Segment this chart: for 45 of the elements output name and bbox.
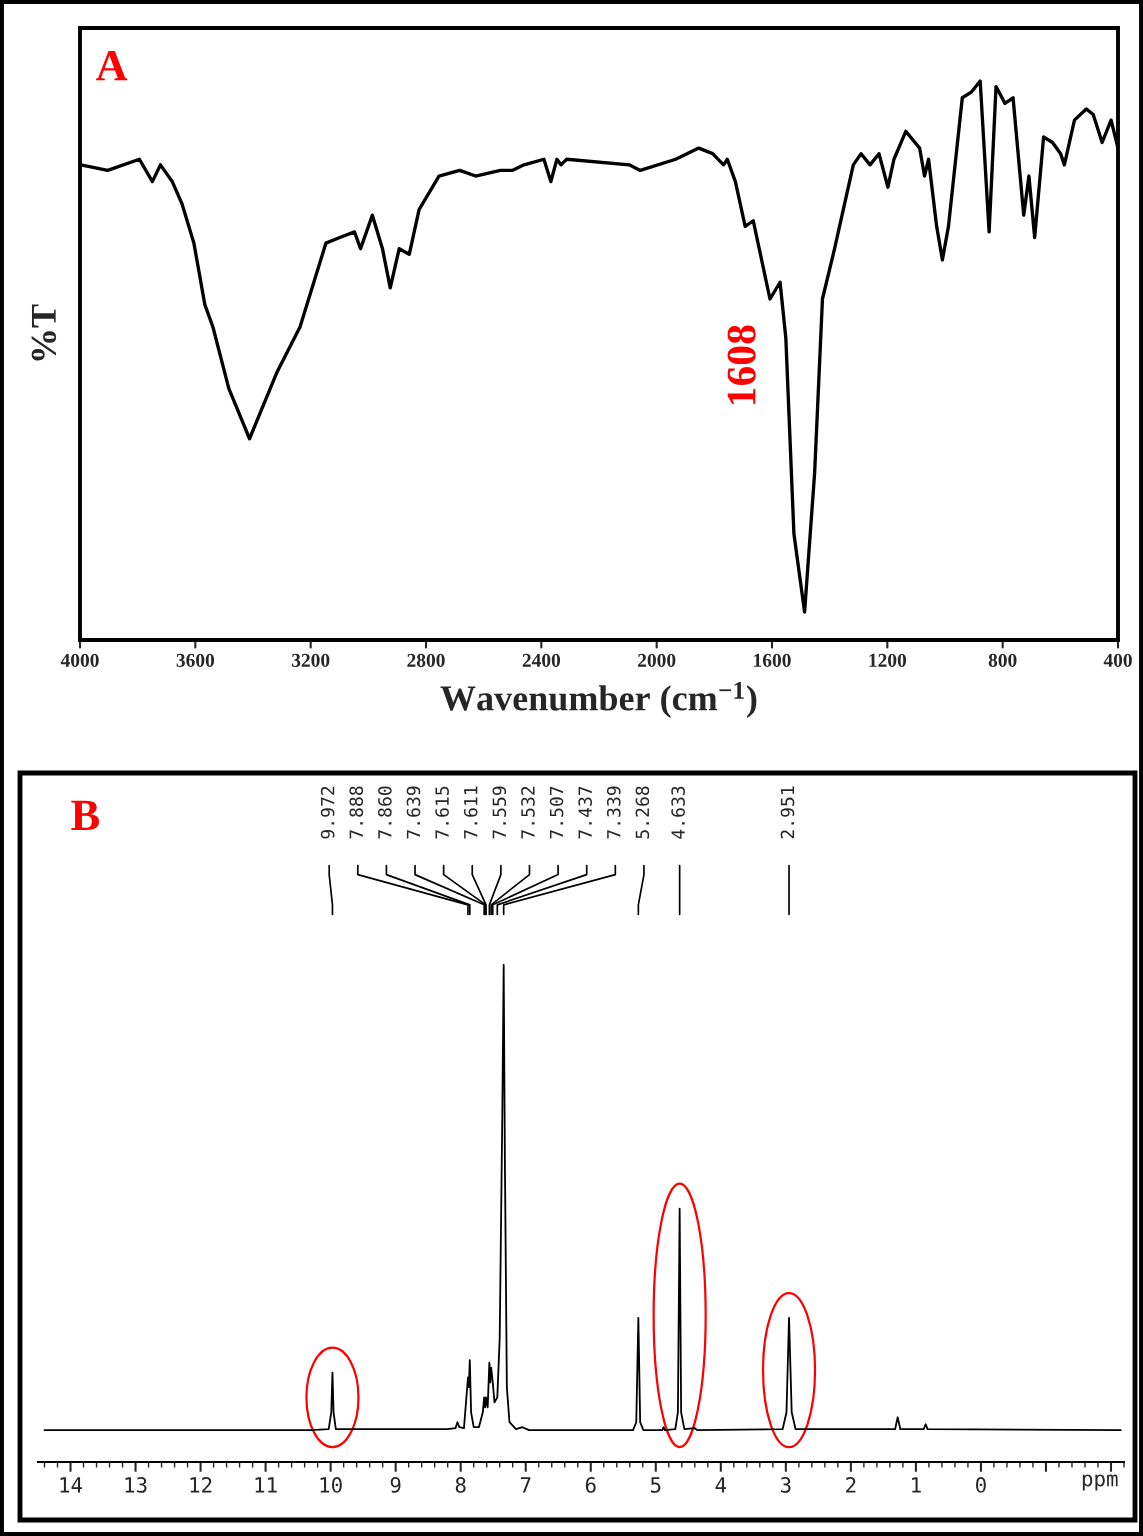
x-tick-label: 2	[846, 1477, 856, 1493]
text: 7.615	[435, 786, 449, 839]
text: 7.532	[521, 786, 535, 839]
x-tick-label: 800	[988, 653, 1017, 667]
x-tick-label: 3600	[176, 653, 215, 667]
x-tick-label: 2000	[638, 653, 676, 667]
annotation: 1608	[727, 325, 756, 404]
x-tick-label: 1600	[754, 653, 791, 667]
x-tick-label: 8	[455, 1477, 466, 1493]
text: 7.860	[378, 786, 392, 839]
x-tick-label: 0	[976, 1477, 986, 1493]
x-tick-label: 13	[125, 1477, 147, 1493]
x-tick-label: 12	[190, 1477, 212, 1493]
x-tick-label: 10	[320, 1477, 342, 1493]
x-tick-label: 4	[715, 1477, 727, 1493]
x-tick-label: 2400	[522, 653, 561, 667]
text: 7.611	[463, 786, 478, 839]
text: 7.339	[606, 786, 621, 839]
x-tick-label: 9	[390, 1477, 401, 1493]
x-tick-label: 11	[255, 1477, 277, 1493]
text: 9.972	[320, 786, 335, 839]
text: 7.559	[492, 786, 507, 839]
text: 7.888	[349, 786, 364, 839]
x-tick-label: 3200	[291, 653, 330, 667]
text: 4.633	[671, 786, 685, 839]
x-tick-label: 400	[1103, 653, 1132, 667]
x-axis-title: Wavenumber (cm$^{−1}$)	[440, 681, 757, 718]
x-tick-label: 1200	[869, 653, 907, 667]
text: A	[96, 50, 128, 81]
text: 5.268	[635, 786, 650, 839]
x-tick-label: 14	[60, 1477, 83, 1493]
text: 7.437	[578, 786, 592, 839]
x-tick-label: 2800	[407, 653, 445, 667]
x-tick-label: 7	[520, 1477, 531, 1493]
text: B	[71, 800, 99, 831]
x-tick-label: 3	[780, 1477, 791, 1493]
text: 7.507	[549, 786, 564, 839]
x-tick-label: 6	[585, 1477, 596, 1493]
x-tick-label: 1	[912, 1477, 921, 1493]
text: 7.639	[406, 786, 421, 839]
x-tick-label: 4000	[60, 653, 99, 667]
x-axis-title: ppm	[1082, 1474, 1118, 1491]
y-axis-title: %T	[31, 304, 57, 361]
text: 2.951	[780, 786, 795, 839]
x-tick-label: 5	[650, 1477, 661, 1493]
